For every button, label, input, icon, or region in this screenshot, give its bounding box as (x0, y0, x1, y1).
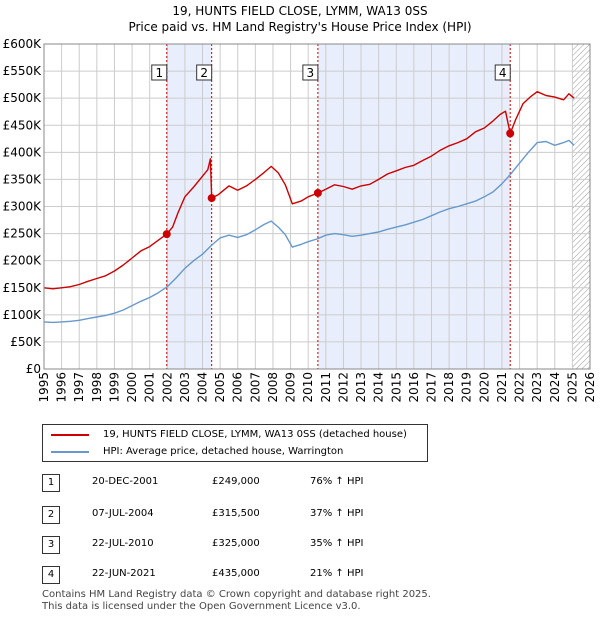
x-tick-label: 2018 (442, 372, 456, 403)
sale-point (207, 194, 216, 203)
footer-copyright: Contains HM Land Registry data © Crown c… (42, 589, 431, 600)
y-tick-label: £550K (3, 64, 43, 78)
x-tick-label: 1996 (55, 372, 69, 403)
y-tick-label: £350K (3, 172, 43, 186)
x-tick-label: 2010 (301, 372, 315, 403)
x-tick-label: 2017 (424, 372, 438, 403)
sale-label-box (196, 64, 213, 81)
sale-hpi-change: 35% ↑ HPI (310, 538, 364, 549)
chart-legend: 19, HUNTS FIELD CLOSE, LYMM, WA13 0SS (d… (42, 424, 428, 462)
x-tick-label: 2008 (266, 372, 280, 403)
sale-price: £325,000 (212, 538, 260, 549)
x-tick-label: 1995 (37, 372, 51, 403)
sale-point (313, 188, 322, 197)
sale-point (506, 129, 515, 138)
sale-date: 22-JUN-2021 (92, 568, 156, 579)
x-tick-label: 2020 (477, 372, 491, 403)
sale-date: 22-JUL-2010 (92, 538, 154, 549)
series-line-hpi (43, 139, 575, 324)
legend-swatch-property (51, 434, 89, 436)
x-tick-label: 2004 (196, 372, 210, 403)
x-tick-label: 2002 (160, 372, 174, 403)
legend-label-hpi: HPI: Average price, detached house, Warr… (103, 446, 344, 457)
x-tick-label: 2021 (495, 372, 509, 403)
y-tick-label: £250K (3, 227, 43, 241)
x-tick-label: 2023 (530, 372, 544, 403)
sale-label-text: 3 (307, 66, 315, 80)
sale-number-badge: 4 (42, 566, 60, 584)
sale-price: £249,000 (212, 476, 260, 487)
x-tick-label: 1997 (72, 372, 86, 403)
y-tick-label: £450K (3, 118, 43, 132)
series-line-property (43, 90, 575, 290)
sale-price: £435,000 (212, 568, 260, 579)
y-tick-label: £0 (26, 362, 41, 376)
chart-subtitle: Price paid vs. HM Land Registry's House … (128, 20, 472, 34)
x-tick-label: 2026 (583, 372, 597, 403)
price-chart: 1 2 3 4 £0 £50K £100K £150K £200K £250K £300K £350… (3, 37, 597, 403)
x-tick-label: 2024 (548, 372, 562, 403)
table-row: 2 07-JUL-2004 £315,500 37% ↑ HPI (0, 506, 600, 528)
x-tick-label: 2013 (354, 372, 368, 403)
x-tick-label: 2007 (248, 372, 262, 403)
x-tick-label: 2003 (178, 372, 192, 403)
sale-price: £315,500 (212, 508, 260, 519)
footer-license: This data is licensed under the Open Gov… (42, 601, 361, 612)
sale-date: 20-DEC-2001 (92, 476, 159, 487)
x-tick-label: 2016 (407, 372, 421, 403)
sale-label-text: 4 (499, 66, 507, 80)
table-row: 3 22-JUL-2010 £325,000 35% ↑ HPI (0, 536, 600, 558)
chart-title: 19, HUNTS FIELD CLOSE, LYMM, WA13 0SS (172, 4, 428, 18)
legend-swatch-hpi (51, 451, 89, 453)
y-tick-label: £500K (3, 91, 43, 105)
sale-point (162, 230, 171, 239)
sale-hpi-change: 76% ↑ HPI (310, 476, 364, 487)
y-tick-label: £600K (3, 37, 43, 51)
sale-hpi-change: 21% ↑ HPI (310, 568, 364, 579)
sale-number-badge: 3 (42, 536, 60, 554)
x-tick-label: 2012 (336, 372, 350, 403)
y-tick-label: £150K (3, 281, 43, 295)
y-tick-label: £50K (10, 335, 42, 349)
x-tick-label: 2025 (565, 372, 579, 403)
x-tick-label: 2014 (372, 372, 386, 403)
sale-date: 07-JUL-2004 (92, 508, 154, 519)
sale-number-badge: 2 (42, 506, 60, 524)
x-tick-label: 1998 (90, 372, 104, 403)
sale-label-box (302, 64, 319, 81)
y-tick-label: £400K (3, 145, 43, 159)
sale-label-box (494, 64, 511, 81)
sale-number-badge: 1 (42, 474, 60, 492)
x-tick-label: 2009 (284, 372, 298, 403)
x-tick-label: 2015 (389, 372, 403, 403)
x-tick-label: 2019 (460, 372, 474, 403)
x-tick-label: 2022 (513, 372, 527, 403)
plot-border (43, 43, 591, 370)
x-tick-label: 2000 (125, 372, 139, 403)
table-row: 1 20-DEC-2001 £249,000 76% ↑ HPI (0, 474, 600, 496)
x-tick-label: 2006 (231, 372, 245, 403)
sale-label-text: 1 (155, 66, 163, 80)
sale-hpi-change: 37% ↑ HPI (310, 508, 364, 519)
x-tick-label: 2011 (319, 372, 333, 403)
y-tick-label: £300K (3, 200, 43, 214)
sale-label-text: 2 (200, 66, 208, 80)
x-tick-label: 2001 (143, 372, 157, 403)
x-tick-label: 1999 (107, 372, 121, 403)
x-tick-label: 2005 (213, 372, 227, 403)
table-row: 4 22-JUN-2021 £435,000 21% ↑ HPI (0, 566, 600, 588)
sale-label-box (151, 64, 168, 81)
legend-label-property: 19, HUNTS FIELD CLOSE, LYMM, WA13 0SS (d… (103, 429, 407, 440)
y-tick-label: £100K (3, 308, 43, 322)
y-tick-label: £200K (3, 254, 43, 268)
